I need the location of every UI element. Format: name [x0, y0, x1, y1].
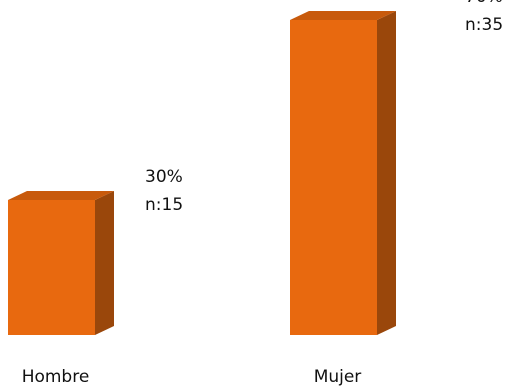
bar-side	[377, 11, 396, 335]
x-tick-label: Hombre	[22, 367, 90, 387]
bar-side	[95, 191, 114, 335]
bar-top	[290, 11, 396, 20]
bar	[290, 20, 377, 335]
x-tick-label: Mujer	[314, 367, 362, 387]
value-label: 30%	[145, 167, 183, 187]
count-label: n:15	[145, 195, 183, 215]
count-label: n:35	[465, 15, 503, 35]
bar-top	[8, 191, 114, 200]
value-label: 70%	[465, 0, 503, 7]
bar	[8, 200, 95, 335]
